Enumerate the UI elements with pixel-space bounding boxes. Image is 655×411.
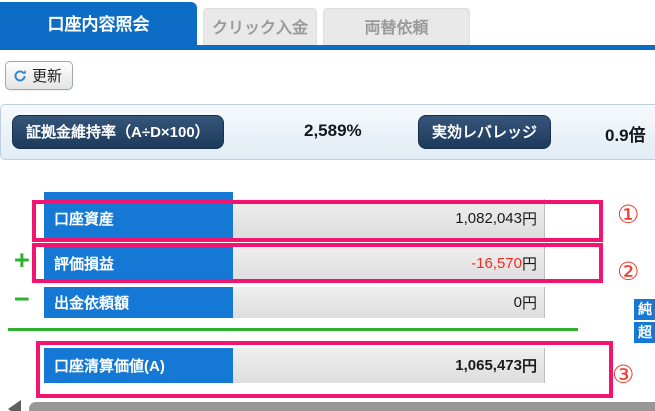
minus-sign: − [14, 284, 30, 314]
leverage-badge: 実効レバレッジ [418, 115, 552, 149]
row-value: 1,082,043 円 [233, 199, 545, 238]
clipped-label-cell-2: 超 [634, 322, 655, 343]
horizontal-scrollbar-thumb[interactable] [29, 402, 655, 411]
refresh-button[interactable]: 更新 [5, 61, 74, 90]
scrollbar-left-arrow[interactable] [8, 400, 21, 411]
metrics-bar: 証拠金維持率（A÷D×100） 2,589% 実効レバレッジ 0.9倍 [0, 104, 655, 160]
plus-sign: + [14, 245, 30, 275]
sum-underline [8, 328, 578, 331]
refresh-label: 更新 [32, 68, 63, 85]
table-top-border [44, 192, 233, 199]
unit-yen: 円 [521, 358, 537, 375]
row-value: -16,570 円 [233, 244, 545, 283]
row-label: 口座資産 [44, 199, 233, 238]
margin-ratio-value: 2,589% [304, 121, 362, 140]
unit-yen: 円 [521, 256, 537, 273]
row-value: 1,065,473 円 [233, 348, 545, 383]
unit-yen: 円 [521, 295, 537, 312]
circled-number-3: ③ [612, 361, 635, 389]
table-row-account-assets: 口座資産 1,082,043 円 [44, 199, 545, 238]
circled-number-2: ② [617, 258, 640, 286]
clipped-label-cell-1: 純 [634, 299, 655, 320]
circled-number-1: ① [617, 201, 640, 229]
leverage-value: 0.9倍 [605, 126, 646, 145]
tab-underline [0, 45, 655, 50]
row-label: 出金依頼額 [44, 287, 233, 318]
margin-ratio-badge: 証拠金維持率（A÷D×100） [12, 115, 224, 149]
row-label: 評価損益 [44, 244, 233, 283]
row-label: 口座清算価値(A) [44, 348, 233, 383]
refresh-icon [13, 69, 27, 83]
unit-yen: 円 [521, 211, 537, 228]
tab-click-deposit[interactable]: クリック入金 [203, 8, 317, 47]
table-row-account-liquidation-value: 口座清算価値(A) 1,065,473 円 [44, 348, 545, 383]
tab-currency-exchange[interactable]: 両替依頼 [323, 8, 470, 47]
amount: -16,570 [471, 255, 522, 272]
tab-account-inquiry[interactable]: 口座内容照会 [0, 2, 197, 47]
table-row-unrealized-pl: 評価損益 -16,570 円 [44, 244, 545, 283]
amount: 1,065,473 [455, 357, 522, 374]
amount: 1,082,043 [455, 210, 522, 227]
amount: 0 [513, 294, 522, 311]
